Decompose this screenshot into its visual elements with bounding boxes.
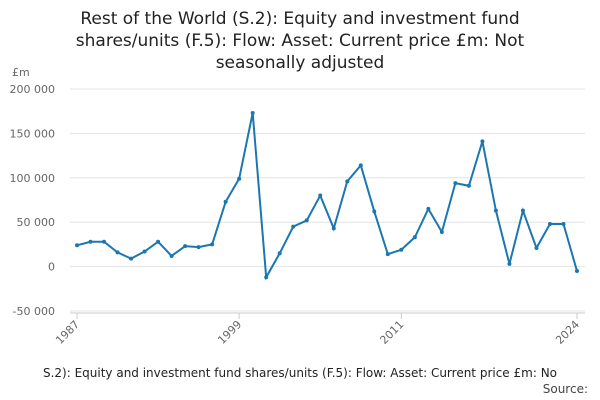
point — [480, 139, 485, 144]
point — [439, 229, 444, 234]
point — [75, 243, 79, 248]
x-tick-label: 1999 — [215, 318, 244, 347]
point — [102, 239, 107, 244]
x-tick-label: 2011 — [377, 318, 406, 347]
point — [169, 253, 174, 258]
point — [385, 252, 390, 257]
point — [196, 245, 201, 250]
point — [115, 250, 120, 255]
point — [345, 179, 350, 184]
y-tick-label: -50 000 — [13, 305, 55, 318]
point — [331, 226, 336, 231]
point — [399, 247, 404, 252]
point — [507, 261, 512, 266]
point — [466, 183, 471, 188]
point — [372, 209, 377, 214]
point — [493, 208, 498, 213]
point — [358, 163, 363, 168]
point — [264, 275, 269, 280]
y-tick-label: 0 — [48, 261, 55, 274]
point — [129, 256, 134, 261]
x-tick-label: 2024 — [553, 318, 582, 347]
point — [223, 199, 228, 204]
y-tick-label: 200 000 — [10, 83, 56, 96]
point — [250, 110, 255, 115]
point — [412, 235, 417, 240]
point — [183, 244, 188, 249]
point — [426, 206, 431, 211]
point — [534, 245, 539, 250]
y-tick-label: 150 000 — [10, 127, 56, 140]
source: Source: — [543, 382, 588, 396]
point — [237, 176, 242, 181]
point — [453, 181, 458, 186]
point — [304, 218, 309, 223]
point — [318, 193, 323, 198]
point — [575, 269, 579, 274]
y-tick-label: 100 000 — [10, 172, 56, 185]
footer: S.2): Equity and investment fund shares/… — [43, 366, 557, 380]
y-tick-label: 50 000 — [17, 216, 56, 229]
point — [88, 239, 93, 244]
line — [76, 112, 578, 281]
y-axis-label: £m — [12, 66, 30, 79]
point — [291, 224, 296, 229]
x-tick-label: 1987 — [53, 318, 82, 347]
point — [210, 242, 215, 247]
point — [156, 239, 161, 244]
point — [277, 251, 282, 256]
point — [520, 208, 525, 213]
point — [561, 221, 566, 226]
point — [547, 221, 552, 226]
chart-title: Rest of the World (S.2): Equity and inve… — [75, 9, 525, 73]
point — [142, 249, 147, 254]
